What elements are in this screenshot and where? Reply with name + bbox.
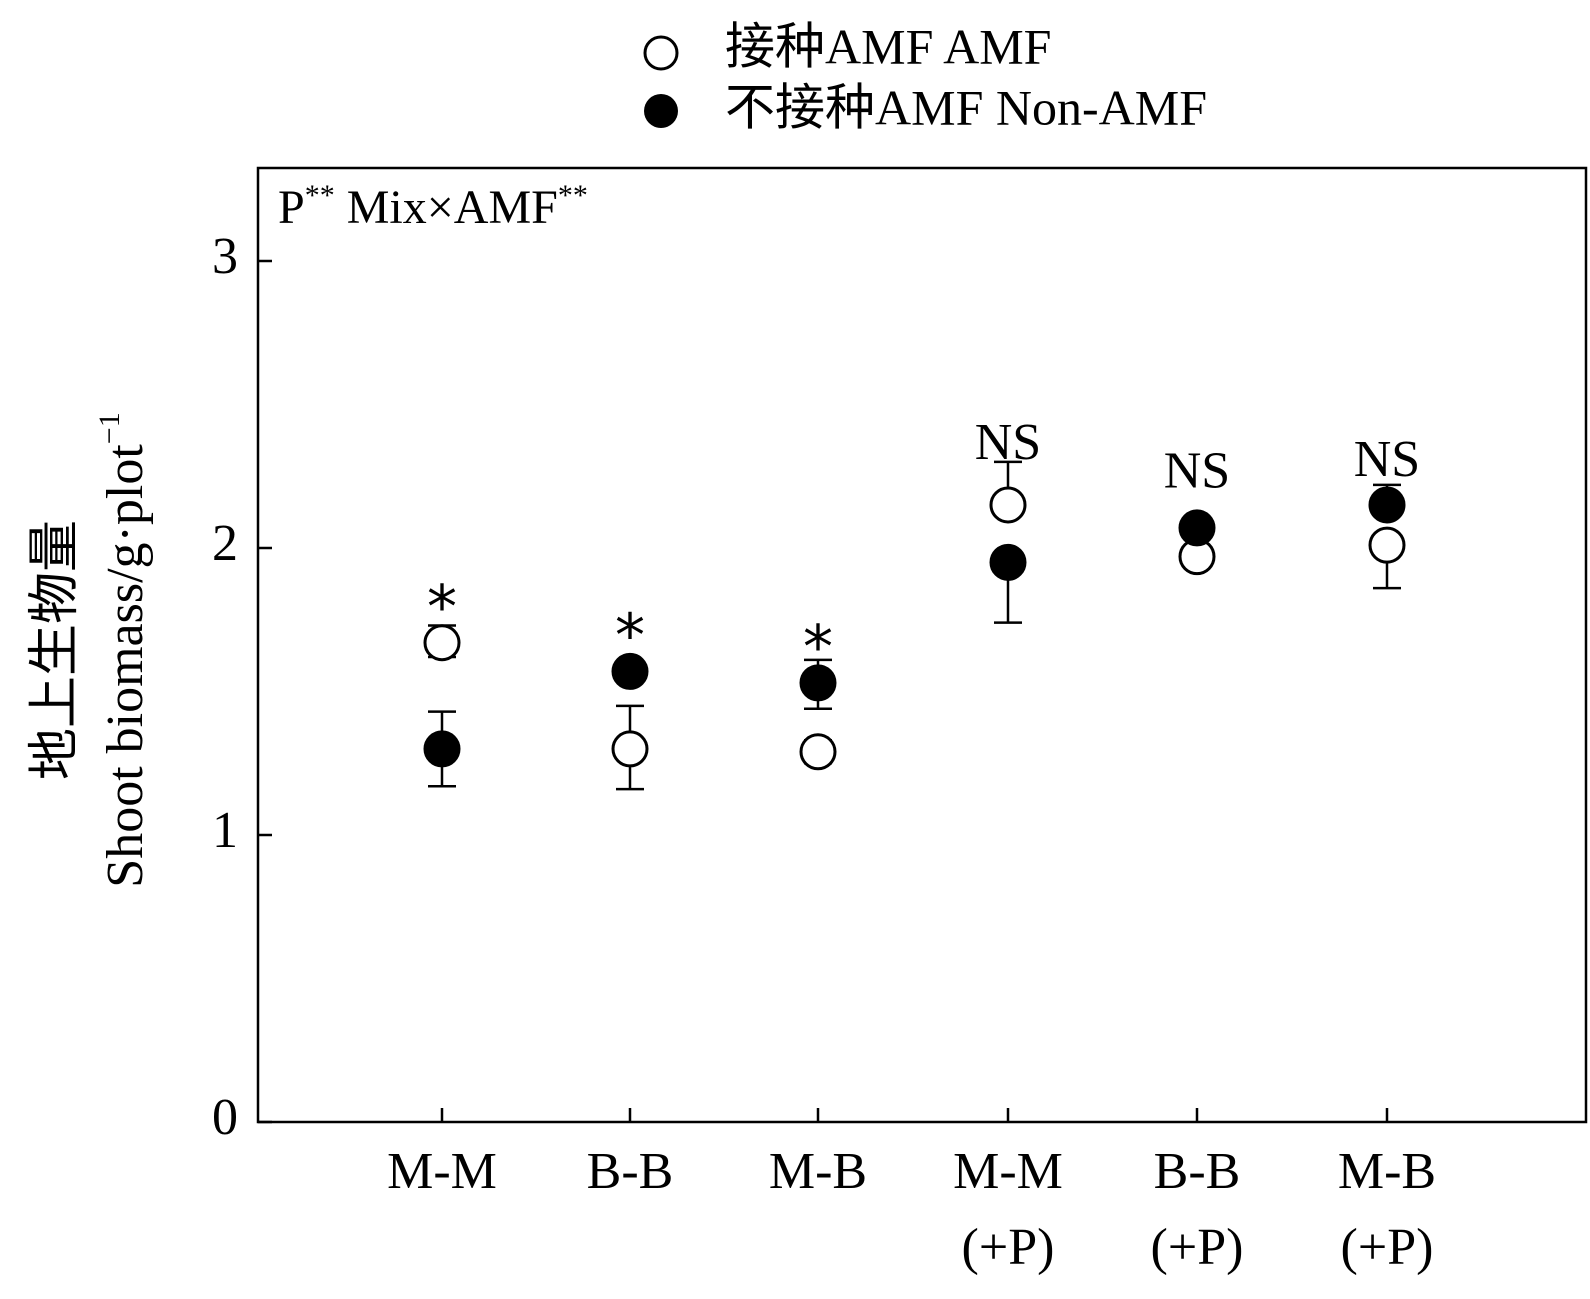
point-amf-3 [989, 486, 1027, 524]
legend-marker-amf [643, 35, 679, 71]
x-tick-label-3: M-M [953, 1143, 1063, 1200]
legend-marker-non-amf [644, 94, 678, 128]
y-tick-label-3: 3 [212, 228, 238, 285]
x-tick-label-1: B-B [587, 1143, 674, 1200]
annot-prefix-sup: ** [305, 179, 335, 212]
x-axis: M-M B-B M-B M-M (+P) B-B (+P) M-B (+P) [387, 1108, 1436, 1276]
y-axis-title-cn: 地上生物量 [27, 520, 84, 780]
legend-label-amf: 接种AMF AMF [725, 18, 1052, 74]
point-non-amf-1 [611, 652, 649, 690]
annot-prefix: P [278, 181, 305, 234]
significance-label-4: NS [1164, 443, 1230, 500]
significance-label-2: * [803, 613, 833, 683]
x-tick-label-sub-4: (+P) [1151, 1219, 1244, 1276]
y-axis-title-en-main: Shoot biomass/g·plot [97, 444, 154, 888]
y-tick-label-2: 2 [212, 515, 238, 572]
plot-frame [256, 166, 1588, 1124]
point-non-amf-5 [1368, 486, 1406, 524]
point-non-amf-4 [1178, 509, 1216, 547]
x-tick-label-5: M-B [1338, 1143, 1436, 1200]
y-axis: 0 1 2 3 [212, 228, 272, 1146]
annot-suffix-sup: ** [558, 179, 588, 212]
y-tick-label-1: 1 [212, 802, 238, 859]
x-tick-label-sub-5: (+P) [1341, 1219, 1434, 1276]
annot-middle: Mix×AMF [335, 181, 558, 234]
significance-label-1: * [615, 601, 645, 671]
point-non-amf-0 [423, 730, 461, 768]
stats-annotation: P** Mix×AMF** [278, 179, 588, 234]
point-amf-2 [799, 733, 837, 771]
x-tick-label-4: B-B [1154, 1143, 1241, 1200]
y-tick-label-0: 0 [212, 1089, 238, 1146]
y-axis-title-en: Shoot biomass/g·plot−1 [93, 412, 154, 887]
y-axis-title-en-group: Shoot biomass/g·plot−1 [93, 412, 154, 887]
point-non-amf-3 [989, 543, 1027, 581]
x-tick-label-2: M-B [769, 1143, 867, 1200]
x-tick-label-0: M-M [387, 1143, 497, 1200]
point-non-amf-2 [799, 664, 837, 702]
x-tick-label-sub-3: (+P) [962, 1219, 1055, 1276]
significance-label-3: NS [975, 414, 1041, 471]
significance-label-0: * [427, 572, 457, 642]
y-axis-title: 地上生物量 [27, 520, 84, 780]
data-marks: * * * NS NS NS [423, 414, 1420, 791]
point-amf-1 [611, 730, 649, 768]
legend: 接种AMF AMF 不接种AMF Non-AMF [643, 18, 1207, 135]
legend-label-non-amf: 不接种AMF Non-AMF [725, 79, 1207, 135]
y-axis-title-en-sup: −1 [93, 412, 126, 444]
point-amf-0 [423, 624, 461, 662]
point-amf-5 [1368, 526, 1406, 564]
significance-label-5: NS [1354, 431, 1420, 488]
